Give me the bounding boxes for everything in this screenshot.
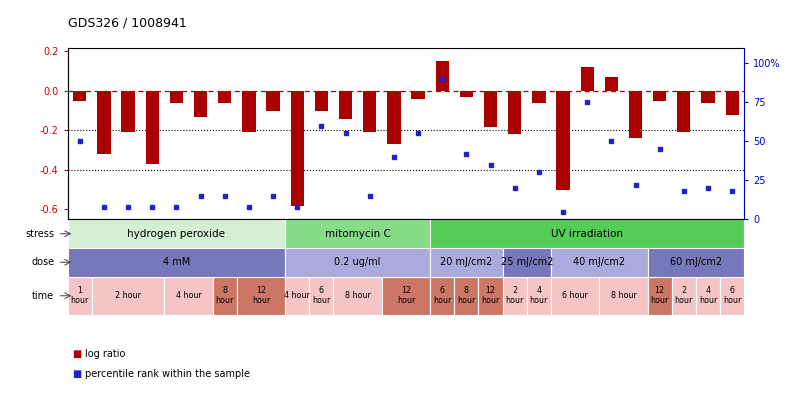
Bar	[672, 277, 696, 315]
Text: 4
hour: 4 hour	[529, 286, 548, 305]
Bar	[502, 277, 527, 315]
Bar	[677, 91, 690, 132]
Bar	[599, 277, 648, 315]
Text: 4 hour: 4 hour	[284, 291, 310, 300]
Bar	[720, 277, 744, 315]
Bar	[237, 277, 285, 315]
Bar	[387, 91, 400, 144]
Bar	[460, 91, 473, 97]
Text: 12
hour: 12 hour	[482, 286, 500, 305]
Bar	[213, 277, 237, 315]
Bar	[170, 91, 183, 103]
Text: dose: dose	[31, 257, 54, 267]
Bar	[533, 91, 545, 103]
Bar	[68, 219, 285, 248]
Bar	[629, 91, 642, 138]
Bar	[648, 277, 672, 315]
Text: 20 mJ/cm2: 20 mJ/cm2	[440, 257, 493, 267]
Bar	[242, 91, 256, 132]
Text: 4
hour: 4 hour	[699, 286, 717, 305]
Bar	[725, 91, 739, 115]
Text: UV irradiation: UV irradiation	[551, 228, 623, 239]
Bar	[430, 219, 744, 248]
Bar	[412, 91, 425, 99]
Bar	[484, 91, 498, 127]
Bar	[478, 277, 502, 315]
Text: 0.2 ug/ml: 0.2 ug/ml	[334, 257, 380, 267]
Bar	[194, 91, 207, 117]
Text: 4 mM: 4 mM	[162, 257, 190, 267]
Bar	[382, 277, 430, 315]
Bar	[696, 277, 720, 315]
Text: log ratio: log ratio	[85, 349, 126, 360]
Text: hydrogen peroxide: hydrogen peroxide	[127, 228, 225, 239]
Bar	[164, 277, 213, 315]
Text: 8
hour: 8 hour	[457, 286, 475, 305]
Text: mitomycin C: mitomycin C	[325, 228, 391, 239]
Text: 12
hour: 12 hour	[252, 286, 270, 305]
Text: 25 mJ/cm2: 25 mJ/cm2	[501, 257, 553, 267]
Bar	[218, 91, 232, 103]
Bar	[97, 91, 111, 154]
Text: 6 hour: 6 hour	[562, 291, 588, 300]
Bar	[580, 67, 594, 91]
Bar	[314, 91, 328, 111]
Bar	[435, 61, 449, 91]
Bar	[68, 277, 92, 315]
Bar	[648, 248, 744, 277]
Text: 12
hour: 12 hour	[650, 286, 669, 305]
Bar	[502, 248, 551, 277]
Bar	[551, 277, 599, 315]
Bar	[285, 219, 430, 248]
Text: 6
hour: 6 hour	[312, 286, 330, 305]
Text: GDS326 / 1008941: GDS326 / 1008941	[68, 17, 186, 30]
Bar	[508, 91, 521, 134]
Text: 2
hour: 2 hour	[505, 286, 524, 305]
Bar	[285, 248, 430, 277]
Bar	[291, 91, 304, 206]
Bar	[92, 277, 164, 315]
Text: ■: ■	[72, 349, 81, 360]
Text: 6
hour: 6 hour	[723, 286, 741, 305]
Bar	[430, 277, 455, 315]
Text: 1
hour: 1 hour	[71, 286, 89, 305]
Bar	[310, 277, 334, 315]
Bar	[122, 91, 135, 132]
Text: time: time	[32, 291, 54, 301]
Bar	[334, 277, 382, 315]
Bar	[455, 277, 478, 315]
Text: 4 hour: 4 hour	[176, 291, 201, 300]
Bar	[267, 91, 279, 111]
Bar	[527, 277, 551, 315]
Bar	[556, 91, 570, 190]
Bar	[430, 248, 502, 277]
Bar	[551, 248, 648, 277]
Text: stress: stress	[25, 228, 54, 239]
Text: 60 mJ/cm2: 60 mJ/cm2	[670, 257, 722, 267]
Text: 8
hour: 8 hour	[216, 286, 234, 305]
Bar	[339, 91, 352, 119]
Text: ■: ■	[72, 369, 81, 379]
Text: 6
hour: 6 hour	[433, 286, 451, 305]
Bar	[653, 91, 666, 101]
Bar	[68, 248, 285, 277]
Text: percentile rank within the sample: percentile rank within the sample	[85, 369, 250, 379]
Text: 8 hour: 8 hour	[611, 291, 636, 300]
Bar	[285, 277, 310, 315]
Bar	[701, 91, 715, 103]
Bar	[363, 91, 377, 132]
Text: 2 hour: 2 hour	[115, 291, 141, 300]
Bar	[146, 91, 159, 164]
Text: 8 hour: 8 hour	[345, 291, 371, 300]
Bar	[73, 91, 87, 101]
Text: 40 mJ/cm2: 40 mJ/cm2	[573, 257, 626, 267]
Text: 2
hour: 2 hour	[675, 286, 693, 305]
Text: 12
hour: 12 hour	[396, 286, 416, 305]
Bar	[605, 77, 618, 91]
